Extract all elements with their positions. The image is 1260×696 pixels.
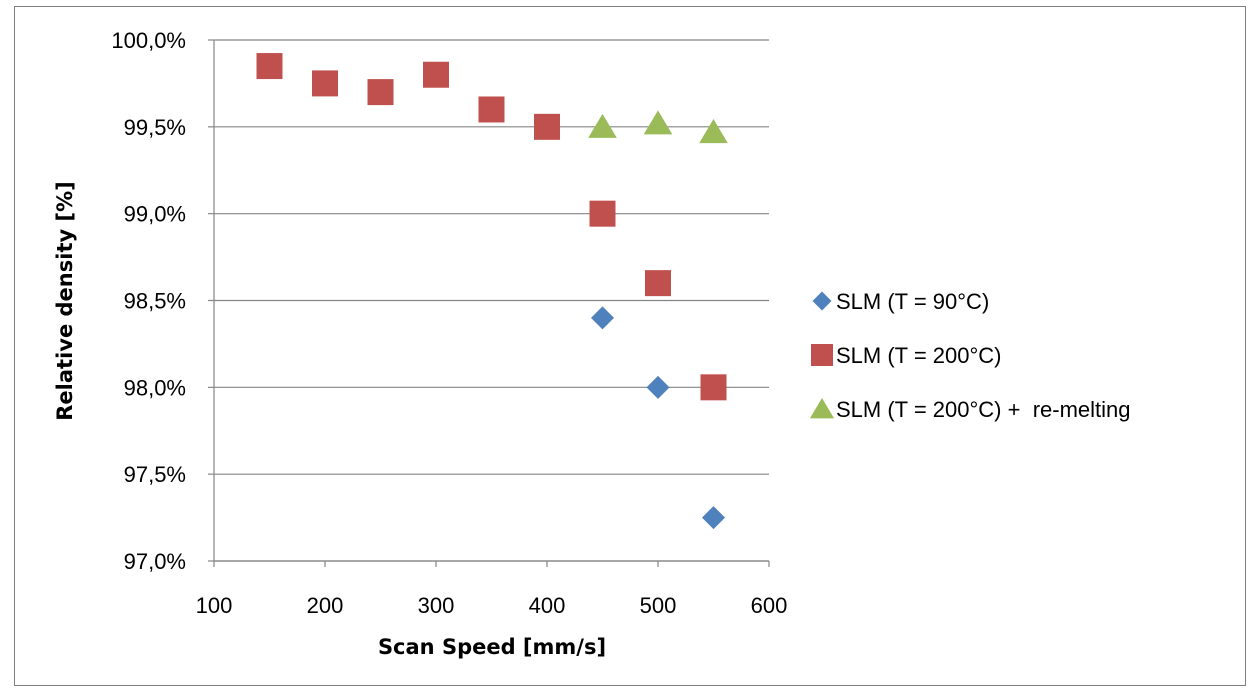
data-point-series-2 — [312, 70, 338, 97]
x-tick-label: 200 — [307, 593, 344, 618]
x-axis-title: Scan Speed [mm/s] — [378, 635, 606, 659]
data-point-series-2 — [534, 113, 560, 140]
legend-marker-series-2 — [811, 344, 833, 366]
legend-label-series-1: SLM (T = 90°C) — [836, 289, 989, 314]
legend-label-series-3: SLM (T = 200°C) + re-melting — [836, 397, 1131, 422]
data-markers — [256, 53, 728, 530]
tick-labels: 97,0% 97,5% 98,0% 98,5% 99,0% 99,5% 100,0% 100 2… — [111, 28, 787, 618]
legend-marker-series-3 — [809, 398, 835, 419]
x-tick-label: 400 — [529, 593, 566, 618]
y-tick-label: 98,0% — [124, 375, 186, 400]
data-point-series-3 — [588, 113, 617, 138]
data-point-series-2 — [589, 200, 616, 227]
legend-label-series-2: SLM (T = 200°C) — [836, 343, 1002, 368]
data-point-series-1 — [646, 375, 670, 399]
y-tick-label: 99,0% — [124, 202, 186, 227]
legend: SLM (T = 90°C) SLM (T = 200°C) SLM (T = 20… — [809, 289, 1131, 422]
y-tick-label: 97,5% — [124, 462, 186, 487]
data-point-series-2 — [256, 53, 283, 80]
x-tick-label: 100 — [196, 593, 233, 618]
axes — [208, 39, 770, 567]
data-point-series-2 — [423, 61, 449, 88]
data-point-series-3 — [643, 110, 673, 135]
data-point-series-2 — [700, 374, 727, 401]
data-point-series-2 — [645, 270, 671, 297]
y-tick-label: 97,0% — [124, 549, 186, 574]
y-tick-label: 99,5% — [124, 115, 186, 140]
data-point-series-2 — [478, 96, 505, 123]
data-point-series-1 — [591, 306, 614, 330]
x-tick-label: 600 — [751, 593, 788, 618]
x-tick-label: 300 — [418, 593, 455, 618]
data-point-series-2 — [367, 79, 394, 106]
chart-frame — [14, 6, 1246, 686]
legend-marker-series-1 — [812, 291, 832, 311]
data-point-series-3 — [699, 119, 728, 144]
y-tick-label: 100,0% — [111, 28, 186, 53]
x-tick-label: 500 — [640, 593, 677, 618]
y-tick-label: 98,5% — [124, 289, 186, 314]
y-axis-title: Relative density [%] — [53, 181, 77, 420]
data-point-series-1 — [702, 506, 725, 530]
